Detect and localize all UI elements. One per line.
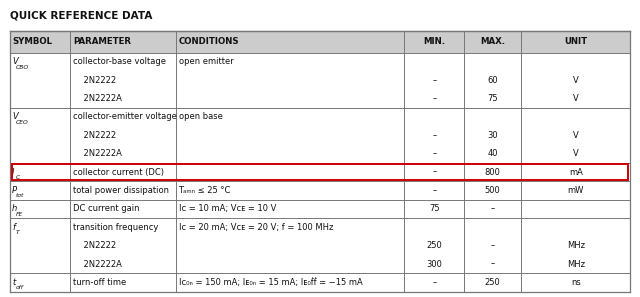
Text: PARAMETER: PARAMETER: [73, 37, 131, 46]
Text: turn-off time: turn-off time: [73, 278, 126, 287]
Text: DC current gain: DC current gain: [73, 204, 140, 213]
Text: UNIT: UNIT: [564, 37, 588, 46]
Text: SYMBOL: SYMBOL: [12, 37, 52, 46]
Bar: [12, 164, 628, 180]
Text: t: t: [12, 278, 15, 287]
Text: C: C: [16, 175, 20, 180]
Text: 30: 30: [487, 131, 498, 140]
Text: 2N2222: 2N2222: [73, 76, 116, 85]
Bar: [10, 200, 630, 218]
Text: f: f: [12, 223, 15, 232]
Text: V: V: [573, 76, 579, 85]
Text: Iᴄ = 20 mA; Vᴄᴇ = 20 V; f = 100 MHz: Iᴄ = 20 mA; Vᴄᴇ = 20 V; f = 100 MHz: [179, 223, 333, 232]
Text: open emitter: open emitter: [179, 57, 234, 66]
Text: 300: 300: [426, 260, 442, 268]
Text: FE: FE: [16, 212, 23, 217]
Text: –: –: [432, 131, 436, 140]
Text: ns: ns: [571, 278, 580, 287]
Bar: [10, 31, 630, 53]
Text: V: V: [12, 113, 18, 121]
Bar: [10, 108, 630, 163]
Text: –: –: [432, 76, 436, 85]
Text: 75: 75: [487, 94, 498, 103]
Text: transition frequency: transition frequency: [73, 223, 158, 232]
Text: 500: 500: [484, 186, 500, 195]
Text: collector-emitter voltage: collector-emitter voltage: [73, 113, 177, 121]
Text: –: –: [490, 204, 495, 213]
Text: V: V: [573, 131, 579, 140]
Text: –: –: [490, 260, 495, 268]
Text: 2N2222: 2N2222: [73, 131, 116, 140]
Text: open base: open base: [179, 113, 223, 121]
Bar: [10, 273, 630, 292]
Text: MIN.: MIN.: [423, 37, 445, 46]
Text: P: P: [12, 186, 17, 195]
Text: MHz: MHz: [567, 241, 585, 250]
Text: V: V: [573, 94, 579, 103]
Text: QUICK REFERENCE DATA: QUICK REFERENCE DATA: [10, 10, 152, 20]
Text: collector-base voltage: collector-base voltage: [73, 57, 166, 66]
Text: 40: 40: [487, 149, 498, 158]
Text: –: –: [490, 241, 495, 250]
Text: T: T: [16, 230, 20, 235]
Bar: [10, 218, 630, 273]
Text: Electronic Clinic: Electronic Clinic: [347, 136, 447, 149]
Text: –: –: [432, 149, 436, 158]
Text: Iᴄ₀ₙ = 150 mA; Iᴇ₀ₙ = 15 mA; Iᴇ₀ḟḟ = −15 mA: Iᴄ₀ₙ = 150 mA; Iᴇ₀ₙ = 15 mA; Iᴇ₀ḟḟ = −15…: [179, 278, 362, 287]
Text: 250: 250: [484, 278, 500, 287]
Text: CEO: CEO: [16, 120, 29, 125]
Bar: [10, 181, 630, 200]
Text: –: –: [432, 186, 436, 195]
Text: I: I: [12, 168, 15, 177]
Text: –: –: [432, 94, 436, 103]
Bar: [10, 53, 630, 108]
Text: MHz: MHz: [567, 260, 585, 268]
Text: collector current (DC): collector current (DC): [73, 168, 164, 177]
Text: 2N2222A: 2N2222A: [73, 94, 122, 103]
Text: –: –: [432, 278, 436, 287]
Text: V: V: [573, 149, 579, 158]
Text: –: –: [432, 168, 436, 177]
Text: CONDITIONS: CONDITIONS: [179, 37, 239, 46]
Text: 2N2222A: 2N2222A: [73, 149, 122, 158]
Text: MAX.: MAX.: [480, 37, 505, 46]
Text: h: h: [12, 204, 17, 213]
Text: 75: 75: [429, 204, 440, 213]
Text: 60: 60: [487, 76, 498, 85]
Text: 800: 800: [484, 168, 500, 177]
Bar: [10, 163, 630, 181]
Text: Tₐₘₙ ≤ 25 °C: Tₐₘₙ ≤ 25 °C: [179, 186, 231, 195]
Text: 2N2222: 2N2222: [73, 241, 116, 250]
Text: mW: mW: [568, 186, 584, 195]
Text: CBO: CBO: [16, 65, 29, 70]
Text: 250: 250: [426, 241, 442, 250]
Text: off: off: [16, 285, 24, 290]
Text: Iᴄ = 10 mA; Vᴄᴇ = 10 V: Iᴄ = 10 mA; Vᴄᴇ = 10 V: [179, 204, 276, 213]
Text: 2N2222A: 2N2222A: [73, 260, 122, 268]
Text: tot: tot: [16, 193, 24, 198]
Text: V: V: [12, 57, 18, 66]
Text: total power dissipation: total power dissipation: [73, 186, 169, 195]
Text: mA: mA: [569, 168, 582, 177]
